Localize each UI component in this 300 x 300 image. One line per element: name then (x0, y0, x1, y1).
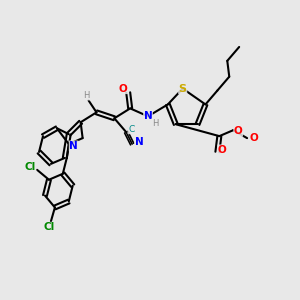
Text: O: O (119, 84, 128, 94)
Text: C: C (128, 125, 134, 134)
Text: N: N (69, 141, 78, 151)
Text: O: O (234, 126, 243, 136)
Text: N: N (135, 137, 143, 147)
Text: H: H (83, 91, 90, 100)
Text: Cl: Cl (25, 162, 36, 172)
Text: O: O (250, 133, 258, 143)
Text: S: S (179, 84, 187, 94)
Text: Cl: Cl (43, 222, 55, 232)
Text: N: N (144, 111, 152, 121)
Text: O: O (218, 145, 227, 155)
Text: H: H (152, 119, 158, 128)
